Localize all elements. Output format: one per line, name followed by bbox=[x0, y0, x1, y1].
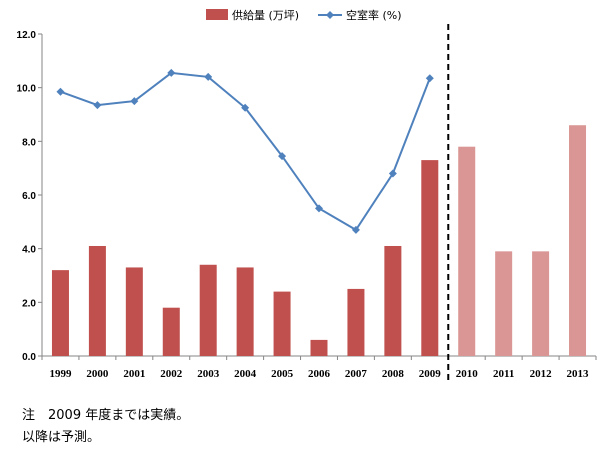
vacancy-point bbox=[278, 152, 287, 161]
x-tick-label: 2007 bbox=[345, 368, 368, 380]
y-tick-label: 6.0 bbox=[22, 191, 36, 202]
x-tick-label: 2009 bbox=[419, 368, 442, 380]
bar bbox=[384, 245, 402, 356]
x-tick-label: 2011 bbox=[493, 368, 514, 380]
footnote-actual: 注 2009 年度までは実績。 bbox=[22, 408, 190, 423]
x-tick-label: 2001 bbox=[123, 368, 145, 380]
x-tick-label: 1999 bbox=[49, 368, 72, 380]
x-tick-label: 2010 bbox=[456, 368, 479, 380]
bar bbox=[273, 291, 291, 356]
bar bbox=[88, 245, 106, 356]
y-tick-label: 2.0 bbox=[22, 298, 36, 309]
bar bbox=[51, 270, 69, 356]
bar bbox=[125, 267, 143, 356]
vacancy-point bbox=[241, 103, 250, 112]
y-tick-label: 0.0 bbox=[22, 352, 36, 363]
y-tick-label: 12.0 bbox=[17, 30, 37, 41]
bar bbox=[421, 160, 439, 356]
x-tick-label: 2000 bbox=[86, 368, 109, 380]
legend-bar-swatch bbox=[206, 9, 228, 20]
vacancy-point bbox=[167, 68, 176, 77]
bar bbox=[495, 251, 513, 356]
x-tick-label: 2005 bbox=[271, 368, 294, 380]
y-tick-label: 4.0 bbox=[22, 245, 36, 256]
y-tick-label: 10.0 bbox=[17, 84, 37, 95]
vacancy-point bbox=[93, 101, 102, 110]
bar bbox=[532, 251, 550, 356]
legend-line-marker bbox=[326, 11, 334, 19]
x-tick-label: 2013 bbox=[567, 368, 590, 380]
x-tick-label: 2012 bbox=[530, 368, 553, 380]
x-tick-label: 2002 bbox=[160, 368, 183, 380]
vacancy-line bbox=[60, 71, 431, 232]
vacancy-point bbox=[204, 72, 213, 81]
vacancy-point bbox=[388, 169, 397, 178]
bar bbox=[236, 267, 254, 356]
bar bbox=[310, 339, 328, 356]
legend-line-label: 空室率 (%) bbox=[346, 8, 402, 22]
bar bbox=[347, 288, 365, 356]
bar bbox=[162, 307, 180, 356]
footnote-forecast: 以降は予測。 bbox=[22, 430, 101, 445]
chart: 0.0 2.0 4.0 6.0 8.0 10.0 12.0 1999 2000 2001 2002 2… bbox=[17, 8, 597, 380]
y-tick-label: 8.0 bbox=[22, 137, 36, 148]
x-tick-label: 2008 bbox=[382, 368, 405, 380]
x-tick-label: 2003 bbox=[197, 368, 220, 380]
bar bbox=[458, 146, 476, 356]
vacancy-point bbox=[56, 87, 65, 96]
vacancy-point bbox=[315, 204, 323, 213]
x-tick-label: 2004 bbox=[234, 368, 257, 380]
vacancy-point bbox=[130, 97, 139, 106]
vacancy-point bbox=[425, 74, 434, 83]
vacancy-point bbox=[351, 225, 360, 234]
legend-bar-label: 供給量 (万坪) bbox=[232, 8, 299, 22]
bar bbox=[199, 264, 217, 356]
x-tick-label: 2006 bbox=[308, 368, 331, 380]
bar bbox=[569, 125, 587, 356]
